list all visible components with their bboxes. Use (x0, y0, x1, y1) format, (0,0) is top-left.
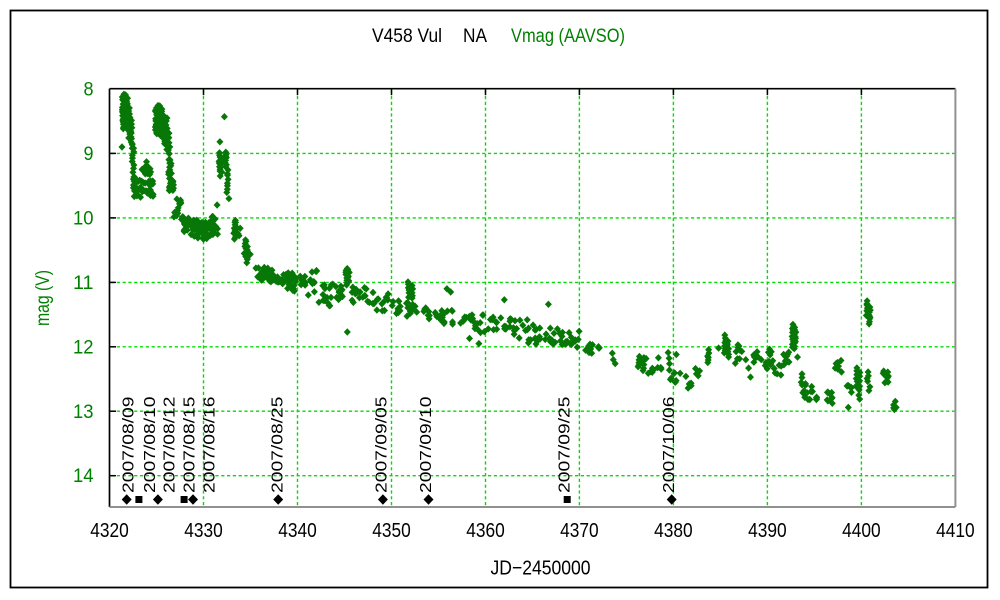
svg-text:2007/09/05: 2007/09/05 (373, 397, 390, 494)
svg-text:2007/08/15: 2007/08/15 (181, 397, 198, 494)
svg-text:12: 12 (73, 336, 94, 358)
svg-text:NA: NA (463, 25, 487, 47)
svg-text:4370: 4370 (560, 519, 599, 542)
svg-text:2007/08/10: 2007/08/10 (142, 396, 159, 493)
svg-text:10: 10 (73, 207, 94, 229)
svg-text:13: 13 (73, 401, 94, 423)
svg-text:14: 14 (73, 465, 94, 487)
svg-text:4390: 4390 (748, 519, 787, 542)
svg-text:JD−2450000: JD−2450000 (491, 557, 591, 580)
svg-text:11: 11 (73, 272, 94, 294)
svg-text:8: 8 (84, 79, 94, 101)
svg-text:mag (V): mag (V) (32, 270, 54, 326)
svg-text:4340: 4340 (278, 519, 317, 542)
svg-text:4350: 4350 (372, 519, 411, 542)
svg-text:4320: 4320 (90, 519, 129, 542)
svg-text:4400: 4400 (842, 519, 881, 542)
svg-text:2007/09/10: 2007/09/10 (418, 396, 435, 493)
svg-text:4330: 4330 (184, 519, 223, 542)
svg-text:9: 9 (84, 143, 94, 165)
svg-text:2007/10/06: 2007/10/06 (661, 397, 678, 494)
svg-text:2007/09/25: 2007/09/25 (557, 397, 574, 494)
svg-text:2007/08/16: 2007/08/16 (201, 397, 218, 494)
svg-text:4410: 4410 (936, 519, 975, 542)
svg-text:V458 Vul: V458 Vul (372, 25, 442, 47)
svg-text:4380: 4380 (654, 519, 693, 542)
svg-text:Vmag (AAVSO): Vmag (AAVSO) (511, 25, 625, 47)
svg-text:4360: 4360 (466, 519, 505, 542)
svg-text:2007/08/12: 2007/08/12 (161, 397, 178, 494)
svg-text:2007/08/09: 2007/08/09 (121, 397, 138, 494)
svg-text:2007/08/25: 2007/08/25 (270, 397, 287, 494)
